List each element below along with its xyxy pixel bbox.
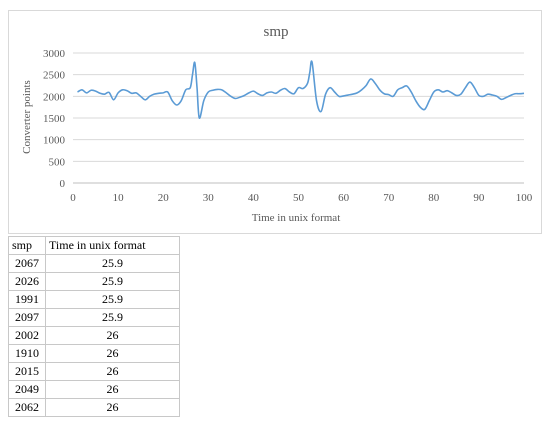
x-tick-label: 100	[516, 192, 533, 204]
smp-cell: 2067	[8, 254, 46, 273]
smp-cell: 2097	[8, 308, 46, 327]
time-cell: 25.9	[45, 290, 180, 309]
x-tick-label: 40	[248, 192, 260, 204]
smp-cell: 1910	[8, 344, 46, 363]
x-tick-label: 90	[473, 192, 485, 204]
chart-title: smp	[263, 24, 288, 40]
y-axis-title: Converter points	[21, 80, 33, 154]
table-row: 2049 26	[8, 380, 180, 399]
x-tick-label: 30	[203, 192, 215, 204]
time-cell: 26	[45, 326, 180, 345]
table-body: 2067 25.9 2026 25.9 1991 25.9 2097 25.9 2002 26 19…	[8, 254, 180, 417]
time-cell: 25.9	[45, 308, 180, 327]
series-line	[77, 60, 525, 119]
y-tick-label: 2500	[43, 70, 66, 82]
table-header-row: smp Time in unix format	[8, 236, 180, 255]
chart-panel: smp 0 500 1000 1500 2000 2500 3000 0 10 20 30 40 50…	[8, 10, 542, 234]
y-axis-ticks: 0 500 1000 1500 2000 2500 3000	[43, 48, 66, 190]
time-cell: 25.9	[45, 272, 180, 291]
time-cell: 26	[45, 398, 180, 417]
table-row: 2062 26	[8, 398, 180, 417]
y-tick-label: 0	[60, 178, 66, 190]
x-tick-label: 20	[158, 192, 170, 204]
x-tick-label: 0	[70, 192, 76, 204]
y-tick-label: 500	[49, 156, 66, 168]
x-tick-label: 60	[338, 192, 350, 204]
time-cell: 25.9	[45, 254, 180, 273]
time-cell: 26	[45, 344, 180, 363]
table-row: 1991 25.9	[8, 290, 180, 309]
time-cell: 26	[45, 362, 180, 381]
table-row: 2097 25.9	[8, 308, 180, 327]
y-tick-label: 2000	[43, 91, 66, 103]
smp-cell: 1991	[8, 290, 46, 309]
y-tick-label: 3000	[43, 48, 66, 60]
column-header-smp: smp	[8, 236, 46, 255]
column-header-time: Time in unix format	[45, 236, 180, 255]
line-chart: smp 0 500 1000 1500 2000 2500 3000 0 10 20 30 40 50…	[21, 24, 533, 224]
series-layer	[77, 60, 525, 119]
smp-cell: 2015	[8, 362, 46, 381]
x-tick-label: 50	[293, 192, 305, 204]
smp-cell: 2002	[8, 326, 46, 345]
table-row: 1910 26	[8, 344, 180, 363]
y-tick-label: 1500	[43, 113, 66, 125]
x-tick-label: 80	[428, 192, 440, 204]
smp-cell: 2049	[8, 380, 46, 399]
table-row: 2067 25.9	[8, 254, 180, 273]
smp-cell: 2026	[8, 272, 46, 291]
smp-cell: 2062	[8, 398, 46, 417]
data-table: smp Time in unix format 2067 25.9 2026 25.9…	[8, 236, 180, 417]
x-tick-label: 70	[383, 192, 395, 204]
x-tick-label: 10	[113, 192, 125, 204]
gridlines	[73, 52, 524, 162]
x-axis-title: Time in unix format	[252, 212, 341, 224]
x-axis-ticks: 0 10 20 30 40 50 60 70 80 90 100	[70, 192, 533, 204]
table-row: 2015 26	[8, 362, 180, 381]
table-row: 2002 26	[8, 326, 180, 345]
y-tick-label: 1000	[43, 135, 66, 147]
table-row: 2026 25.9	[8, 272, 180, 291]
time-cell: 26	[45, 380, 180, 399]
